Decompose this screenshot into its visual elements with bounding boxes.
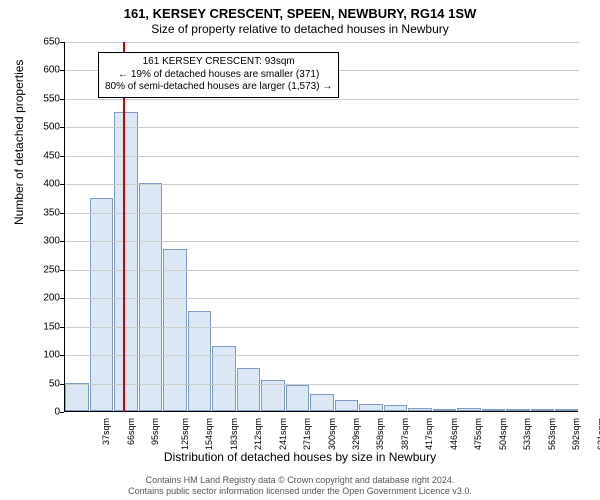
footer-line2: Contains public sector information licen… [0, 486, 600, 497]
grid-line [65, 327, 579, 328]
histogram-bar [286, 385, 309, 411]
grid-line [65, 241, 579, 242]
infobox-line1: 161 KERSEY CRESCENT: 93sqm [105, 56, 332, 69]
y-tick-label: 650 [30, 37, 60, 48]
x-tick-label: 504sqm [498, 418, 508, 450]
x-tick-label: 329sqm [351, 418, 361, 450]
y-tick-label: 300 [30, 236, 60, 247]
y-tick-label: 450 [30, 150, 60, 161]
y-tick-label: 500 [30, 122, 60, 133]
y-tick-label: 0 [30, 407, 60, 418]
grid-line [65, 384, 579, 385]
grid-line [65, 270, 579, 271]
x-tick-label: 271sqm [302, 418, 312, 450]
x-tick-label: 95sqm [150, 418, 160, 445]
histogram-bar [408, 408, 431, 411]
grid-line [65, 355, 579, 356]
histogram-bar [506, 409, 529, 411]
y-tick-mark [60, 384, 64, 385]
histogram-bar [114, 112, 137, 411]
histogram-bar [310, 394, 333, 411]
y-tick-mark [60, 298, 64, 299]
y-tick-label: 550 [30, 93, 60, 104]
marker-info-box: 161 KERSEY CRESCENT: 93sqm ← 19% of deta… [98, 52, 339, 98]
x-axis-label: Distribution of detached houses by size … [0, 450, 600, 464]
x-tick-label: 125sqm [180, 418, 190, 450]
x-tick-label: 417sqm [424, 418, 434, 450]
y-tick-mark [60, 42, 64, 43]
property-marker-line [123, 42, 125, 412]
grid-line [65, 298, 579, 299]
x-tick-label: 446sqm [449, 418, 459, 450]
grid-line [65, 184, 579, 185]
y-tick-mark [60, 412, 64, 413]
grid-line [65, 127, 579, 128]
histogram-bar [335, 400, 358, 411]
x-tick-label: 387sqm [400, 418, 410, 450]
y-tick-mark [60, 156, 64, 157]
grid-line [65, 156, 579, 157]
y-tick-label: 100 [30, 350, 60, 361]
x-tick-label: 183sqm [229, 418, 239, 450]
histogram-chart [64, 42, 578, 412]
x-tick-label: 241sqm [278, 418, 288, 450]
y-tick-label: 350 [30, 207, 60, 218]
histogram-bar [163, 249, 186, 411]
y-tick-label: 250 [30, 264, 60, 275]
x-tick-label: 563sqm [547, 418, 557, 450]
x-tick-label: 37sqm [101, 418, 111, 445]
histogram-bar [65, 383, 88, 411]
x-tick-label: 475sqm [473, 418, 483, 450]
infobox-line3: 80% of semi-detached houses are larger (… [105, 81, 332, 94]
grid-line [65, 99, 579, 100]
histogram-bar [531, 409, 554, 411]
page-title-line1: 161, KERSEY CRESCENT, SPEEN, NEWBURY, RG… [0, 6, 600, 21]
y-tick-label: 150 [30, 321, 60, 332]
y-tick-label: 200 [30, 293, 60, 304]
y-tick-mark [60, 70, 64, 71]
y-tick-label: 400 [30, 179, 60, 190]
grid-line [65, 42, 579, 43]
y-tick-mark [60, 327, 64, 328]
x-tick-label: 533sqm [522, 418, 532, 450]
infobox-line2: ← 19% of detached houses are smaller (37… [105, 69, 332, 82]
x-tick-label: 592sqm [571, 418, 581, 450]
x-tick-label: 66sqm [126, 418, 136, 445]
x-tick-label: 621sqm [596, 418, 600, 450]
y-tick-mark [60, 99, 64, 100]
histogram-bar [482, 409, 505, 411]
y-tick-mark [60, 355, 64, 356]
histogram-bar [433, 409, 456, 411]
y-tick-mark [60, 213, 64, 214]
histogram-bar [555, 409, 578, 411]
x-tick-label: 212sqm [253, 418, 263, 450]
histogram-bar [237, 368, 260, 411]
y-tick-mark [60, 241, 64, 242]
footer-attribution: Contains HM Land Registry data © Crown c… [0, 475, 600, 498]
page-title-line2: Size of property relative to detached ho… [0, 22, 600, 36]
footer-line1: Contains HM Land Registry data © Crown c… [0, 475, 600, 486]
x-tick-label: 300sqm [327, 418, 337, 450]
histogram-bar [90, 198, 113, 411]
y-tick-mark [60, 127, 64, 128]
histogram-bar [359, 404, 382, 411]
y-tick-mark [60, 184, 64, 185]
grid-line [65, 213, 579, 214]
y-axis-label: Number of detached properties [12, 60, 26, 225]
histogram-bar [457, 408, 480, 411]
x-tick-label: 358sqm [376, 418, 386, 450]
y-tick-label: 600 [30, 65, 60, 76]
y-tick-mark [60, 270, 64, 271]
histogram-bar [384, 405, 407, 411]
y-tick-label: 50 [30, 378, 60, 389]
x-tick-label: 154sqm [204, 418, 214, 450]
